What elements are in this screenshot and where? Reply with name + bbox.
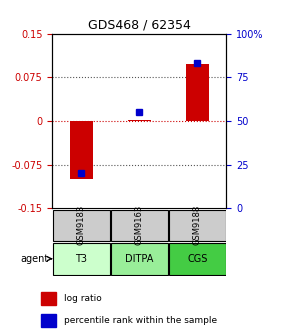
- Bar: [41, 292, 56, 305]
- Bar: [41, 314, 56, 327]
- FancyBboxPatch shape: [169, 210, 226, 241]
- Text: CGS: CGS: [187, 254, 207, 264]
- Text: agent: agent: [20, 254, 52, 264]
- FancyBboxPatch shape: [111, 210, 168, 241]
- FancyBboxPatch shape: [111, 243, 168, 275]
- Text: log ratio: log ratio: [64, 294, 101, 303]
- FancyBboxPatch shape: [53, 210, 110, 241]
- Text: GSM9163: GSM9163: [135, 205, 144, 245]
- FancyBboxPatch shape: [169, 243, 226, 275]
- Text: GSM9183: GSM9183: [77, 205, 86, 245]
- Text: DITPA: DITPA: [125, 254, 153, 264]
- FancyBboxPatch shape: [53, 243, 110, 275]
- Bar: [186, 64, 209, 121]
- Text: GSM9188: GSM9188: [193, 205, 202, 245]
- Bar: [128, 120, 151, 121]
- Title: GDS468 / 62354: GDS468 / 62354: [88, 18, 191, 31]
- Text: T3: T3: [75, 254, 87, 264]
- Bar: [70, 121, 93, 179]
- Text: percentile rank within the sample: percentile rank within the sample: [64, 316, 217, 325]
